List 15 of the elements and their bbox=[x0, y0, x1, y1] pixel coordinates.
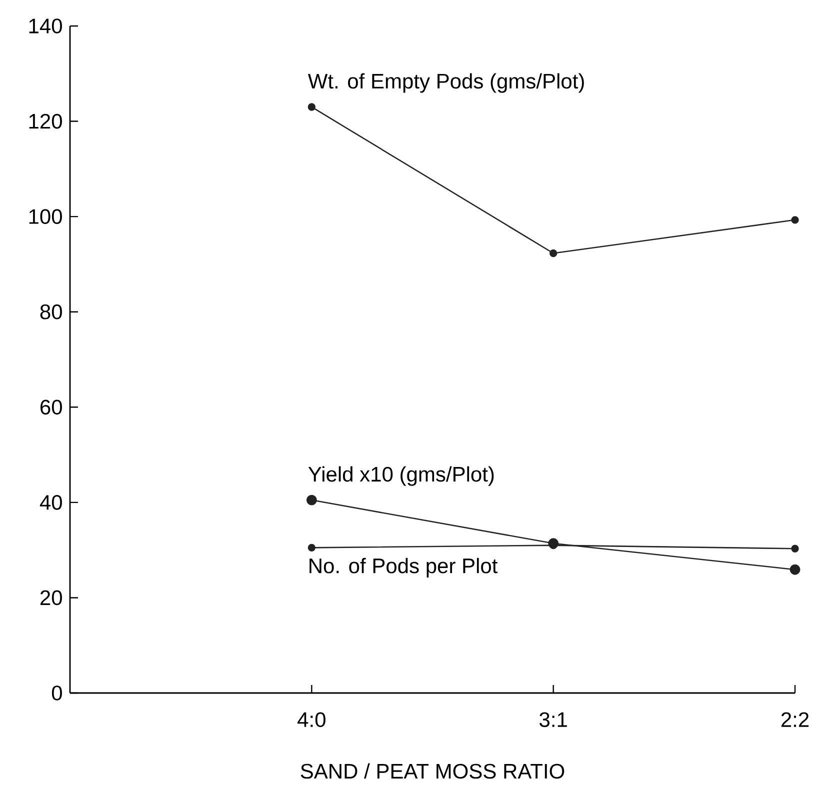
y-tick-label: 20 bbox=[40, 590, 62, 606]
series-label: Wt. of Empty Pods (gms/Plot) bbox=[308, 73, 584, 93]
y-tick-label: 120 bbox=[29, 114, 62, 129]
series-label: Yield x10 (gms/Plot) bbox=[308, 466, 494, 486]
y-tick-label: 100 bbox=[29, 209, 62, 224]
x-tick-label: 4:0 bbox=[298, 712, 326, 728]
x-tick-label: 3:1 bbox=[540, 712, 567, 728]
x-tick-label: 2:2 bbox=[781, 712, 809, 727]
series-label: No. of Pods per Plot bbox=[310, 558, 498, 578]
y-tick-label: 80 bbox=[40, 304, 62, 320]
y-tick-label: 140 bbox=[29, 18, 62, 34]
y-tick-label: 0 bbox=[52, 686, 62, 700]
y-tick-label: 40 bbox=[40, 495, 62, 510]
y-tick-label: 60 bbox=[40, 400, 62, 415]
x-axis-title: SAND / PEAT MOSS RATIO bbox=[300, 763, 564, 779]
